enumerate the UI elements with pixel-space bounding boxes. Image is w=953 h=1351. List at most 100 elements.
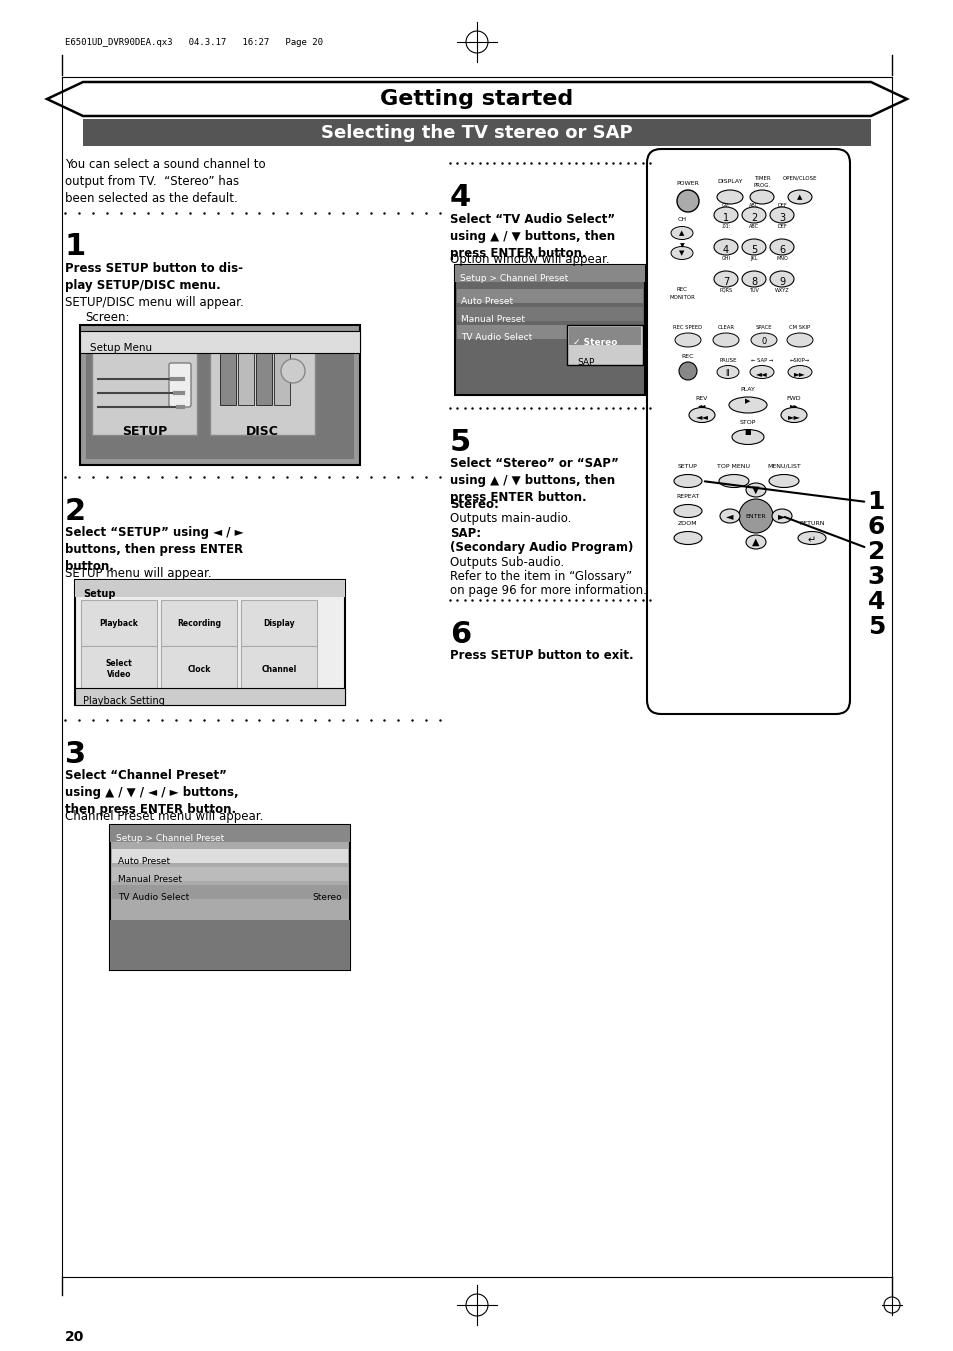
Ellipse shape — [769, 239, 793, 255]
Text: FWD: FWD — [786, 396, 801, 401]
Ellipse shape — [713, 272, 738, 286]
Text: Refer to the item in “Glossary”: Refer to the item in “Glossary” — [450, 570, 632, 584]
Text: ◄◄: ◄◄ — [695, 412, 708, 422]
Text: REC: REC — [681, 354, 694, 359]
Text: ← SAP →: ← SAP → — [750, 358, 772, 363]
Ellipse shape — [771, 509, 791, 523]
Text: ABC: ABC — [748, 203, 759, 208]
Text: ▲: ▲ — [797, 195, 801, 200]
Text: Manual Preset: Manual Preset — [460, 315, 524, 324]
FancyBboxPatch shape — [86, 351, 354, 459]
Text: TV Audio Select: TV Audio Select — [460, 332, 532, 342]
Text: Setup > Channel Preset: Setup > Channel Preset — [116, 834, 224, 843]
Text: Display: Display — [263, 619, 294, 627]
FancyBboxPatch shape — [456, 289, 642, 303]
FancyBboxPatch shape — [112, 885, 348, 898]
Ellipse shape — [769, 207, 793, 223]
Circle shape — [739, 499, 772, 534]
Text: 8: 8 — [750, 277, 757, 286]
Text: ▼: ▼ — [752, 485, 759, 494]
Text: SETUP/DISC menu will appear.: SETUP/DISC menu will appear. — [65, 296, 244, 309]
Text: Press SETUP button to dis-
play SETUP/DISC menu.: Press SETUP button to dis- play SETUP/DI… — [65, 262, 243, 292]
Text: WXYZ: WXYZ — [774, 288, 788, 293]
Text: 1: 1 — [65, 232, 86, 261]
Text: 5: 5 — [866, 615, 884, 639]
FancyBboxPatch shape — [274, 353, 290, 405]
FancyBboxPatch shape — [255, 353, 272, 405]
Ellipse shape — [688, 408, 714, 423]
Text: ►►: ►► — [789, 403, 798, 408]
Text: 1: 1 — [722, 213, 728, 223]
FancyBboxPatch shape — [568, 327, 640, 345]
Text: Setup Menu: Setup Menu — [90, 343, 152, 353]
Text: GV:: GV: — [721, 203, 729, 208]
Text: 20: 20 — [65, 1329, 84, 1344]
Text: ■: ■ — [744, 430, 751, 435]
Ellipse shape — [717, 190, 742, 204]
Text: ←SKIP→: ←SKIP→ — [789, 358, 809, 363]
Text: 3: 3 — [866, 565, 884, 589]
Text: .01:: .01: — [720, 224, 730, 230]
Text: E6501UD_DVR90DEA.qx3   04.3.17   16:27   Page 20: E6501UD_DVR90DEA.qx3 04.3.17 16:27 Page … — [65, 38, 323, 47]
Text: Channel Preset menu will appear.: Channel Preset menu will appear. — [65, 811, 263, 823]
Text: REC SPEED: REC SPEED — [673, 326, 701, 330]
FancyBboxPatch shape — [237, 353, 253, 405]
Text: Screen:: Screen: — [85, 311, 130, 324]
Text: TV Audio Select: TV Audio Select — [118, 893, 189, 902]
Ellipse shape — [781, 408, 806, 423]
FancyBboxPatch shape — [80, 326, 359, 465]
Text: ▼: ▼ — [679, 250, 684, 255]
Text: REPEAT: REPEAT — [676, 494, 699, 499]
FancyBboxPatch shape — [161, 600, 236, 646]
Text: 6: 6 — [450, 620, 471, 648]
Text: Auto Preset: Auto Preset — [118, 857, 170, 866]
Ellipse shape — [719, 474, 748, 488]
FancyBboxPatch shape — [75, 580, 345, 705]
Text: CM SKIP: CM SKIP — [789, 326, 810, 330]
Text: ►: ► — [778, 511, 785, 521]
Ellipse shape — [745, 484, 765, 497]
Circle shape — [677, 190, 699, 212]
FancyBboxPatch shape — [110, 825, 350, 842]
Text: DISC: DISC — [246, 426, 278, 438]
Ellipse shape — [745, 535, 765, 549]
Text: GHI: GHI — [720, 255, 730, 261]
Text: TUV: TUV — [748, 288, 759, 293]
Circle shape — [281, 359, 305, 382]
Text: Setup > Channel Preset: Setup > Channel Preset — [459, 274, 568, 282]
Text: DEF: DEF — [777, 203, 786, 208]
Text: Manual Preset: Manual Preset — [118, 875, 182, 884]
Text: SAP:: SAP: — [450, 527, 480, 540]
Text: PQRS: PQRS — [719, 288, 732, 293]
Text: Channel: Channel — [261, 665, 296, 674]
Ellipse shape — [741, 239, 765, 255]
Text: REV: REV — [695, 396, 707, 401]
Ellipse shape — [749, 366, 773, 378]
Text: Select “Stereo” or “SAP”
using ▲ / ▼ buttons, then
press ENTER button.: Select “Stereo” or “SAP” using ▲ / ▼ but… — [450, 457, 618, 504]
Ellipse shape — [769, 272, 793, 286]
Ellipse shape — [673, 531, 701, 544]
Text: Outputs Sub-audio.: Outputs Sub-audio. — [450, 557, 563, 569]
Text: 0: 0 — [760, 336, 766, 346]
Text: OPEN/CLOSE: OPEN/CLOSE — [781, 176, 817, 181]
Text: 4: 4 — [450, 182, 471, 212]
Text: SETUP menu will appear.: SETUP menu will appear. — [65, 567, 212, 580]
Text: ►►: ►► — [786, 412, 800, 422]
Ellipse shape — [728, 397, 766, 413]
FancyBboxPatch shape — [456, 307, 642, 322]
Ellipse shape — [713, 239, 738, 255]
Text: Stereo: Stereo — [312, 893, 341, 902]
Circle shape — [679, 362, 697, 380]
Text: SAP: SAP — [577, 358, 594, 367]
Text: SETUP: SETUP — [122, 426, 167, 438]
Text: 2: 2 — [65, 497, 86, 526]
Text: ▼: ▼ — [679, 243, 683, 249]
Ellipse shape — [741, 272, 765, 286]
Text: PLAY: PLAY — [740, 386, 755, 392]
Text: PROG.: PROG. — [753, 182, 770, 188]
Text: Selecting the TV stereo or SAP: Selecting the TV stereo or SAP — [321, 123, 632, 142]
Text: Clock: Clock — [187, 665, 211, 674]
Ellipse shape — [787, 366, 811, 378]
Text: 9: 9 — [778, 277, 784, 286]
Text: 3: 3 — [778, 213, 784, 223]
